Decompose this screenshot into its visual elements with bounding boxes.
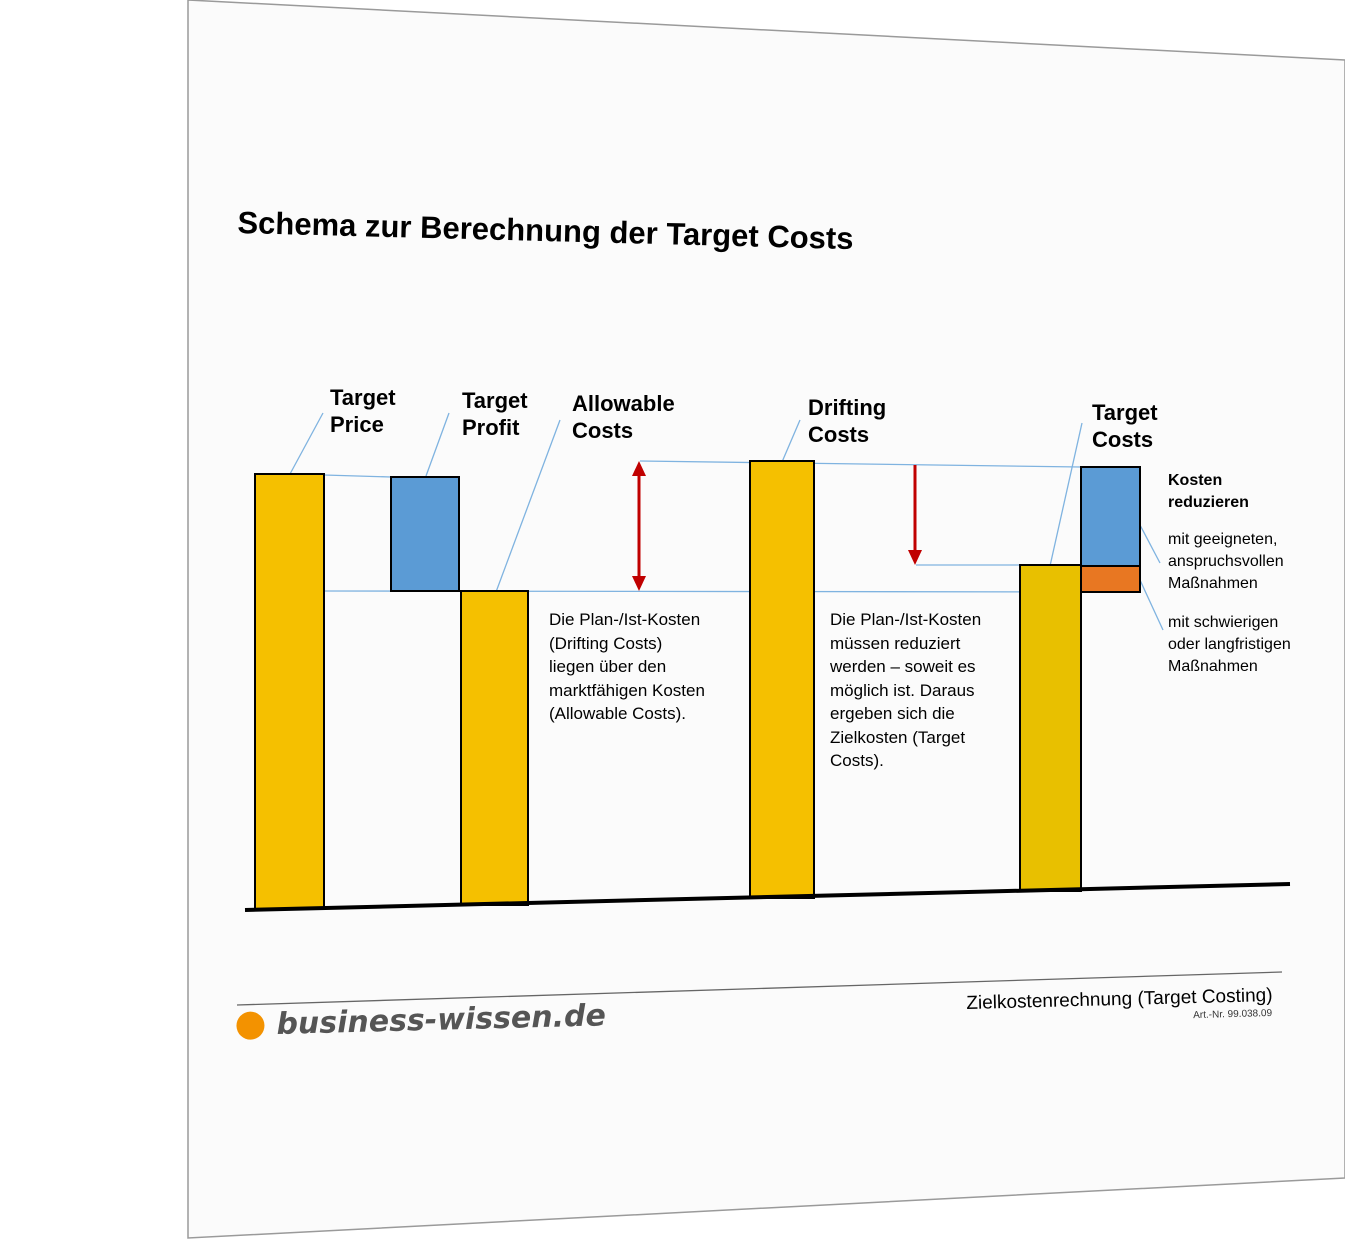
leader-target-price: [289, 412, 324, 475]
leader-target-costs: [1049, 422, 1083, 567]
down-arrow-reduce: [908, 465, 922, 565]
leader-target-profit: [425, 412, 450, 477]
side-note-blue: mit geeigneten, anspruchsvollen Maßnahme…: [1168, 531, 1284, 592]
guide-lines: [289, 412, 1164, 631]
leader-blue-note: [1139, 524, 1161, 564]
side-heading: Kosten reduzieren: [1168, 472, 1249, 511]
bar-cost-reduction-moderate: [1080, 466, 1141, 567]
bar-target-price: [254, 473, 325, 910]
article-number: Art.-Nr. 99.038.09: [1193, 1008, 1273, 1022]
guide-price-top: [323, 474, 392, 478]
leader-allowable-costs: [495, 419, 561, 593]
bar-cost-reduction-difficult: [1080, 565, 1141, 593]
bar-allowable-costs: [460, 590, 529, 906]
label-target-profit: Target Profit: [462, 388, 528, 440]
double-arrow-gap: [632, 461, 646, 591]
label-drifting-costs: Drifting Costs: [808, 395, 887, 447]
bar-target-profit: [390, 476, 460, 592]
bar-drifting-costs: [749, 460, 815, 899]
bar-target-costs: [1019, 564, 1082, 892]
note-allowable: Die Plan-/Ist-Kosten (Drifting Costs) li…: [549, 610, 705, 723]
side-note-orange: mit schwierigen oder langfristigen Maßna…: [1168, 614, 1291, 675]
label-allowable-costs: Allowable Costs: [572, 391, 675, 443]
baseline: [244, 882, 1291, 912]
leader-orange-note: [1139, 579, 1164, 631]
label-target-costs: Target Costs: [1092, 400, 1158, 452]
guide-drifting-top: [639, 460, 1082, 468]
footer-rule: [236, 971, 1283, 1006]
leader-drifting-costs: [781, 419, 801, 463]
note-drifting: Die Plan-/Ist-Kosten müssen reduziert we…: [830, 610, 982, 770]
label-target-price: Target Price: [330, 385, 396, 437]
brand-dot-icon: [236, 1010, 265, 1040]
